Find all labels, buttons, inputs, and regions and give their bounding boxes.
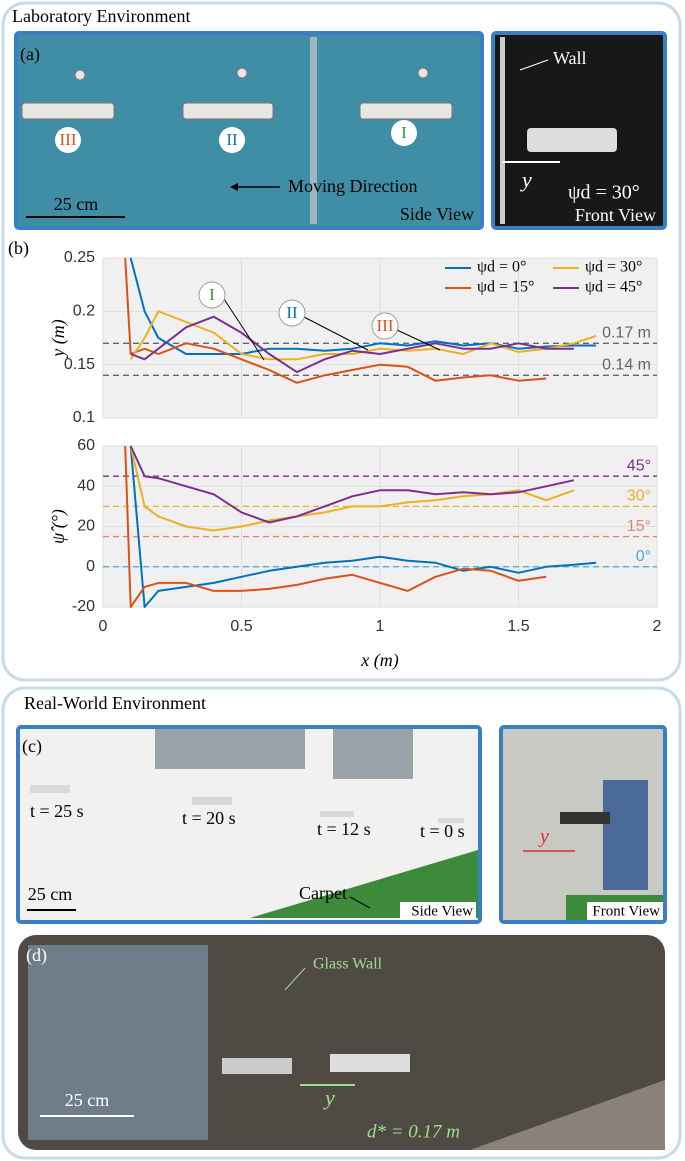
y-axis-label: ψ̂ (°) bbox=[48, 509, 69, 544]
series-line bbox=[129, 445, 597, 608]
drone bbox=[560, 812, 610, 824]
wall bbox=[500, 37, 505, 224]
annotation-circle bbox=[371, 312, 399, 340]
axis-label: y bbox=[520, 167, 532, 192]
y-tick-label: -20 bbox=[72, 598, 95, 615]
y-tick-label: 0.15 bbox=[64, 356, 95, 373]
drone bbox=[330, 1054, 410, 1072]
annotation: III bbox=[377, 316, 394, 335]
y-tick-label: 40 bbox=[77, 477, 95, 494]
legend-label: ψd = 30° bbox=[585, 259, 642, 276]
view-label: Front View bbox=[592, 903, 660, 919]
series-line bbox=[124, 257, 547, 384]
drone bbox=[527, 128, 617, 152]
window bbox=[155, 729, 305, 769]
time-label: t = 12 s bbox=[317, 819, 371, 839]
drones bbox=[30, 785, 464, 823]
marker-circle bbox=[391, 120, 417, 146]
building bbox=[28, 945, 208, 1140]
time-label: t = 25 s bbox=[30, 801, 84, 821]
series-line bbox=[130, 315, 574, 374]
label-bg bbox=[400, 902, 476, 920]
direction: Moving Direction bbox=[288, 176, 417, 196]
pointer bbox=[284, 967, 306, 991]
panel-label: (d) bbox=[26, 945, 47, 966]
marker-circle bbox=[55, 127, 81, 153]
axis-label: y bbox=[323, 1085, 335, 1110]
view-label: Side View bbox=[400, 204, 474, 224]
panel-label: (c) bbox=[22, 736, 42, 757]
axis-label: y bbox=[538, 826, 549, 848]
y-tick-label: 0.25 bbox=[64, 249, 95, 266]
carpet-label: Carpet bbox=[299, 883, 347, 903]
series-line bbox=[129, 445, 575, 524]
window bbox=[333, 729, 413, 779]
floor bbox=[470, 1080, 665, 1150]
scale-label: 25 cm bbox=[65, 1090, 110, 1110]
section-title: Laboratory Environment bbox=[12, 6, 190, 26]
panel-label: (a) bbox=[20, 44, 40, 65]
carpet bbox=[250, 850, 478, 918]
marker: III bbox=[60, 130, 77, 149]
scale-label: 25 cm bbox=[54, 194, 99, 214]
legend-label: ψd = 15° bbox=[477, 279, 534, 296]
marker: II bbox=[226, 130, 238, 149]
reference-label: 0.17 m bbox=[602, 325, 651, 342]
drones bbox=[21, 67, 453, 120]
annotation-pointer bbox=[223, 298, 265, 361]
x-tick-label: 0 bbox=[99, 618, 108, 635]
reference-label: 45° bbox=[627, 457, 651, 474]
x-tick-label: 1 bbox=[376, 618, 385, 635]
y-axis-label: y (m) bbox=[48, 319, 69, 358]
series-line bbox=[129, 257, 597, 355]
annotation-pointer bbox=[303, 316, 369, 351]
annotation: I bbox=[209, 285, 215, 304]
annotation: II bbox=[286, 303, 298, 322]
angle-label: ψd = 30° bbox=[568, 182, 640, 204]
photo-side-view bbox=[14, 31, 484, 230]
x-tick-label: 1.5 bbox=[507, 618, 529, 635]
wall-label: Wall bbox=[553, 48, 587, 68]
legend-label: ψd = 45° bbox=[585, 279, 642, 296]
legend-label: ψd = 0° bbox=[477, 259, 526, 276]
y-tick-label: 0.1 bbox=[73, 409, 95, 426]
view-label: Front View bbox=[575, 205, 656, 225]
annotation-pointer bbox=[396, 329, 441, 351]
pointer bbox=[519, 59, 549, 71]
time-label: t = 0 s bbox=[420, 821, 465, 841]
pointer bbox=[349, 896, 371, 909]
series-line bbox=[129, 310, 597, 361]
reference-label: 0.14 m bbox=[602, 357, 651, 374]
label-bg bbox=[587, 902, 663, 920]
arrow-head bbox=[230, 183, 238, 191]
x-axis-label: x (m) bbox=[360, 650, 398, 671]
view-label: Side View bbox=[411, 903, 473, 919]
reference-label: 30° bbox=[627, 488, 651, 505]
panel-label: (b) bbox=[8, 238, 29, 259]
y-tick-label: 20 bbox=[77, 518, 95, 535]
distance-label: d* = 0.17 m bbox=[367, 1121, 460, 1142]
drone bbox=[222, 1058, 292, 1074]
y-tick-label: 0.2 bbox=[73, 303, 95, 320]
reference-label: 15° bbox=[627, 518, 651, 535]
x-tick-label: 2 bbox=[653, 618, 662, 635]
y-tick-label: 0 bbox=[86, 558, 95, 575]
marker-circle bbox=[219, 127, 245, 153]
section-title: Real-World Environment bbox=[24, 693, 206, 713]
x-tick-label: 0.5 bbox=[230, 618, 252, 635]
marker: I bbox=[401, 123, 407, 142]
reference-label: 0° bbox=[636, 548, 651, 565]
annotation-circle bbox=[278, 299, 306, 327]
door bbox=[603, 780, 648, 890]
y-tick-label: 60 bbox=[77, 437, 95, 454]
annotation-circle bbox=[198, 281, 226, 309]
pole bbox=[310, 37, 317, 224]
time-label: t = 20 s bbox=[182, 808, 236, 828]
glass-label: Glass Wall bbox=[313, 956, 383, 973]
series-line bbox=[124, 445, 547, 608]
scale-label: 25 cm bbox=[28, 884, 73, 904]
